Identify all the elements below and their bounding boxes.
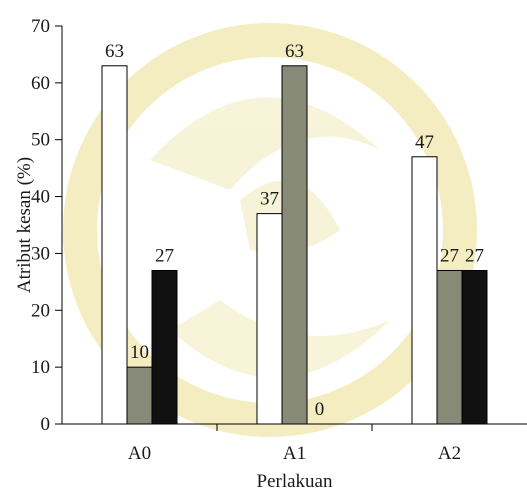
bar-A0-s3 — [151, 269, 178, 425]
y-tick-label: 70 — [31, 16, 50, 37]
data-label: 10 — [130, 342, 149, 363]
y-tick-label: 30 — [31, 243, 50, 264]
x-tick-label: A2 — [438, 443, 461, 464]
data-label: 27 — [440, 245, 459, 266]
bar-A2-s1 — [411, 156, 438, 425]
bar-A0-s1 — [101, 65, 128, 425]
data-label: 37 — [260, 189, 279, 210]
y-tick-label: 50 — [31, 130, 50, 151]
y-tick-label: 10 — [31, 357, 50, 378]
bar-A2-s2 — [436, 269, 463, 425]
data-labels: 63 10 27 37 63 0 47 27 27 — [105, 41, 484, 420]
y-tick-label: 20 — [31, 300, 50, 321]
bars — [101, 65, 488, 425]
x-tick-label: A0 — [128, 443, 151, 464]
data-label: 27 — [465, 245, 484, 266]
bar-A0-s2 — [126, 366, 153, 425]
data-label: 0 — [315, 399, 325, 420]
x-tick-label: A1 — [283, 443, 306, 464]
data-label: 63 — [285, 41, 304, 62]
y-tick-label: 60 — [31, 73, 50, 94]
bar-A1-s1 — [256, 213, 283, 425]
bar-A2-s3 — [461, 269, 488, 425]
data-label: 47 — [415, 132, 434, 153]
x-axis-title: Perlakuan — [257, 471, 333, 492]
x-axis-ticks: A0 A1 A2 — [128, 424, 461, 464]
data-label: 63 — [105, 41, 124, 62]
bar-A1-s2 — [281, 65, 308, 425]
y-axis-ticks: 0 10 20 30 40 50 60 70 — [31, 16, 62, 435]
data-label: 27 — [155, 245, 174, 266]
y-tick-label: 0 — [41, 414, 51, 435]
y-tick-label: 40 — [31, 187, 50, 208]
y-axis-title: Atribut kesan (%) — [14, 157, 35, 293]
